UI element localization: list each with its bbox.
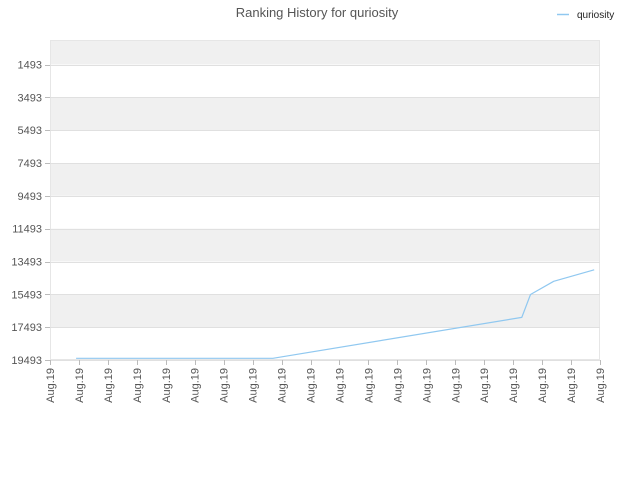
series-lines [76,269,595,359]
legend: quriosity [557,10,614,21]
legend-label: quriosity [577,10,614,21]
plot-band [50,163,600,196]
x-tick-label: Aug.19 [277,368,289,403]
plot-band [50,195,600,229]
x-tick-label: Aug.19 [450,368,462,403]
y-tick-label: 19493 [11,355,42,367]
plot-bands [50,40,600,360]
plot-band [50,228,600,262]
x-tick-label: Aug.19 [479,368,491,403]
x-tick-label: Aug.19 [508,368,520,403]
x-tick-label: Aug.19 [190,368,202,403]
y-tick-label: 1493 [18,60,42,72]
x-tick-label: Aug.19 [103,368,115,403]
plot-band [50,130,600,164]
x-tick-label: Aug.19 [566,368,578,403]
x-tick-label: Aug.19 [363,368,375,403]
y-tick-label: 17493 [11,322,42,334]
series-line-quriosity [76,269,595,359]
x-tick-label: Aug.19 [392,368,404,403]
plot-band [50,64,600,98]
y-tick-label: 5493 [18,125,42,137]
y-axis-ticks: 1493 3493 5493 7493 9493 11493 13493 15493 17493… [11,60,50,367]
plot-band [50,97,600,131]
x-tick-label: Aug.19 [219,368,231,403]
x-tick-label: Aug.19 [45,368,57,403]
y-tick-label: 3493 [18,92,42,104]
y-tick-label: 9493 [18,191,42,203]
x-tick-label: Aug.19 [595,368,607,403]
x-axis-ticks: Aug.19 Aug.19 Aug.19 Aug.19 Aug.19 Aug.19 Aug.… [45,360,607,403]
chart-title: Ranking History for quriosity [236,5,399,20]
y-tick-label: 11493 [12,224,42,236]
plot-border [50,40,600,360]
x-tick-label: Aug.19 [421,368,433,403]
x-tick-label: Aug.19 [306,368,318,403]
plot-band [50,294,600,328]
y-tick-label: 13493 [11,257,42,269]
y-tick-label: 15493 [11,289,42,301]
x-tick-label: Aug.19 [132,368,144,403]
plot-band [50,261,600,295]
plot-band [50,327,600,360]
y-tick-label: 7493 [18,158,42,170]
x-tick-label: Aug.19 [334,368,346,403]
grid-lines [50,40,600,361]
plot-band [50,40,600,65]
x-tick-label: Aug.19 [248,368,260,403]
x-tick-label: Aug.19 [537,368,549,403]
x-tick-label: Aug.19 [74,368,86,403]
x-tick-label: Aug.19 [161,368,173,403]
